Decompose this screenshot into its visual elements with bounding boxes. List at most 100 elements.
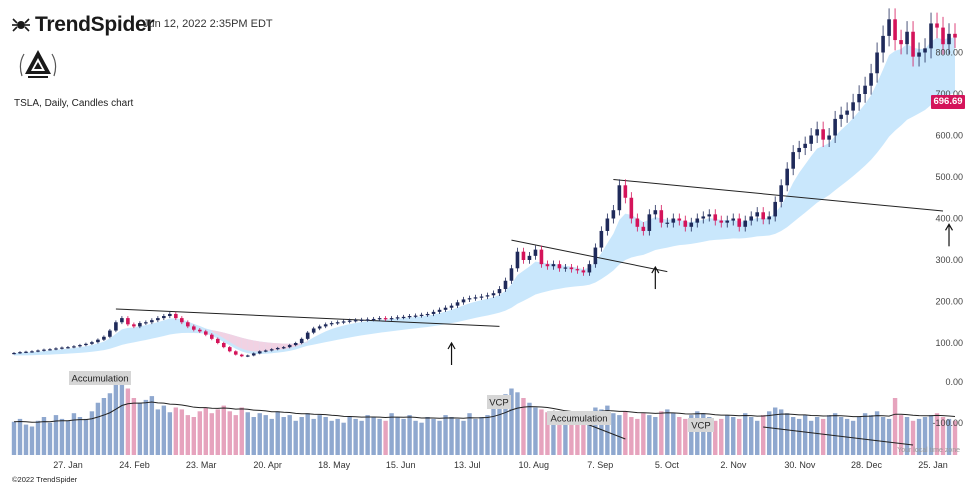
trader-emblem-icon: [19, 50, 57, 78]
volume-bar: [653, 417, 658, 455]
volume-bar: [107, 393, 113, 455]
candle-body: [84, 343, 88, 346]
candle-body: [497, 289, 502, 294]
candle-body: [96, 339, 100, 343]
candle-body: [911, 31, 915, 57]
x-tick-label: 30. Nov: [784, 460, 816, 470]
ema-band: [14, 37, 955, 356]
volume-bar: [131, 398, 137, 455]
candle-body: [239, 354, 244, 357]
volume-bar: [269, 418, 274, 455]
candle-body: [851, 102, 855, 111]
volume-bar: [353, 418, 358, 455]
candle-body: [221, 343, 226, 348]
candle-body: [575, 269, 580, 271]
candle-body: [401, 316, 406, 319]
volume-bar: [725, 415, 730, 455]
candle-body: [407, 316, 412, 318]
volume-bar: [623, 411, 628, 455]
candle-body: [299, 338, 304, 343]
annotation-label: VCP: [691, 421, 711, 432]
candle-body: [797, 147, 801, 153]
candle-body: [623, 185, 628, 198]
candle-body: [707, 214, 712, 217]
price-tick-label: 300.00: [935, 255, 963, 265]
candle-body: [545, 264, 550, 267]
volume-bar: [197, 411, 203, 455]
volume-bar: [161, 405, 167, 455]
candle-body: [599, 230, 604, 248]
annotation-box: [547, 411, 611, 425]
volume-bar: [790, 417, 796, 455]
candle-body: [755, 212, 760, 217]
volume-bar: [916, 418, 922, 455]
volume-bar: [29, 426, 35, 455]
volume-bar: [874, 411, 880, 455]
volume-bar: [605, 405, 610, 455]
candle-body: [353, 320, 358, 322]
volume-bar: [575, 413, 580, 455]
x-tick-label: 18. May: [318, 460, 351, 470]
candle-body: [869, 73, 873, 86]
volume-bar: [359, 420, 364, 455]
candle-body: [120, 318, 124, 323]
candle-body: [48, 349, 52, 351]
volume-bar: [892, 398, 898, 455]
candle-body: [479, 296, 484, 298]
volume-bar: [311, 418, 316, 455]
candle-body: [935, 23, 939, 28]
candle-body: [347, 320, 352, 322]
x-tick-label: 24. Feb: [119, 460, 150, 470]
candle-body: [563, 267, 568, 269]
candle-body: [533, 249, 538, 256]
candle-body: [311, 328, 316, 333]
volume-bar: [137, 402, 143, 455]
volume-bar: [617, 415, 622, 455]
volume-bar: [539, 409, 544, 455]
candle-body: [629, 197, 634, 219]
volume-bar: [761, 415, 766, 455]
candle-body: [90, 342, 94, 344]
volume-bar: [856, 417, 862, 455]
candle-body: [815, 129, 819, 136]
volume-bar: [65, 420, 71, 455]
volume-bar: [695, 411, 700, 455]
volume-bar: [796, 418, 802, 455]
volume-bar: [239, 407, 244, 455]
candle-body: [233, 351, 238, 355]
candle-body: [863, 85, 867, 94]
volume-bar: [317, 415, 322, 455]
candle-body: [899, 40, 903, 45]
candle-body: [12, 352, 16, 355]
candle-body: [359, 319, 364, 321]
candle-body: [66, 347, 70, 349]
candle-body: [737, 218, 742, 227]
candle-body: [683, 220, 688, 227]
volume-bar: [485, 415, 490, 455]
volume-bar: [149, 396, 155, 455]
candle-body: [521, 251, 526, 260]
volume-bar: [665, 409, 670, 455]
candle-body: [443, 307, 448, 310]
candle-body: [174, 313, 178, 319]
candle-body: [251, 353, 256, 356]
candle-body: [317, 326, 322, 329]
candle-body: [425, 313, 430, 316]
candle-body: [371, 318, 376, 321]
price-tick-label: 200.00: [935, 297, 963, 307]
candle-body: [923, 48, 927, 53]
volume-bar: [521, 398, 526, 455]
volume-bar: [737, 418, 742, 455]
volume-bar: [581, 415, 586, 455]
price-tick-label: 800.00: [935, 48, 963, 58]
annotation-label: Accumulation: [550, 414, 607, 425]
candle-body: [114, 322, 118, 331]
price-tick-label: 600.00: [935, 131, 963, 141]
volume-bar: [778, 409, 784, 455]
x-tick-label: 15. Jun: [386, 460, 416, 470]
candle-body: [713, 214, 718, 221]
volume-bar: [946, 418, 952, 455]
volume-bar: [784, 413, 790, 455]
candle-body: [365, 319, 370, 321]
volume-bar: [749, 417, 754, 455]
